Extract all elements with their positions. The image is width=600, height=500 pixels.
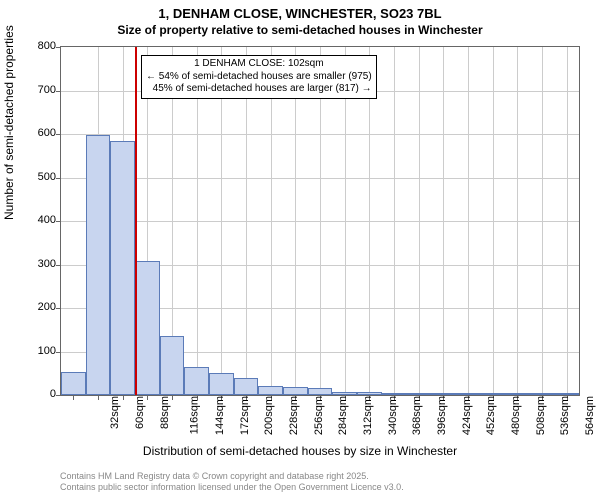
histogram-bar xyxy=(234,378,259,395)
histogram-bar xyxy=(86,135,111,395)
y-tick-label: 300 xyxy=(16,258,56,270)
x-tick-label: 536sqm xyxy=(559,396,571,435)
chart-subtitle: Size of property relative to semi-detach… xyxy=(0,21,600,41)
x-tick-label: 452sqm xyxy=(485,396,497,435)
property-marker-line xyxy=(135,47,137,395)
x-tick-label: 200sqm xyxy=(263,396,275,435)
histogram-bar xyxy=(308,388,333,395)
histogram-bar xyxy=(456,393,481,395)
y-axis-label: Number of semi-detached properties xyxy=(2,25,16,220)
annotation-box: 1 DENHAM CLOSE: 102sqm← 54% of semi-deta… xyxy=(141,55,377,99)
histogram-bar xyxy=(357,392,382,395)
x-tick-label: 172sqm xyxy=(239,396,251,435)
footnote-line-2: Contains public sector information licen… xyxy=(60,482,404,492)
x-tick-label: 116sqm xyxy=(189,396,201,434)
x-tick-label: 228sqm xyxy=(288,396,300,435)
x-tick-label: 396sqm xyxy=(436,396,448,435)
histogram-bar xyxy=(431,393,456,395)
x-tick-label: 508sqm xyxy=(535,396,547,435)
chart-container: 1, DENHAM CLOSE, WINCHESTER, SO23 7BL Si… xyxy=(0,0,600,500)
histogram-bar xyxy=(554,393,579,395)
x-tick-label: 368sqm xyxy=(411,396,423,435)
footnote: Contains HM Land Registry data © Crown c… xyxy=(60,471,404,494)
y-tick-label: 800 xyxy=(16,40,56,52)
annotation-line-3: 45% of semi-detached houses are larger (… xyxy=(146,83,372,96)
x-tick-label: 564sqm xyxy=(584,396,596,435)
histogram-bar xyxy=(480,393,505,395)
x-tick-label: 32sqm xyxy=(109,396,121,429)
histogram-bar xyxy=(283,387,308,395)
annotation-line-1: 1 DENHAM CLOSE: 102sqm xyxy=(146,58,372,71)
x-tick-label: 480sqm xyxy=(510,396,522,435)
y-tick-label: 400 xyxy=(16,214,56,226)
x-axis-label: Distribution of semi-detached houses by … xyxy=(0,444,600,458)
histogram-bar xyxy=(258,386,283,395)
histogram-bar xyxy=(530,393,555,395)
histogram-bar xyxy=(505,393,530,395)
y-tick-label: 600 xyxy=(16,127,56,139)
footnote-line-1: Contains HM Land Registry data © Crown c… xyxy=(60,471,369,481)
histogram-bar xyxy=(61,372,86,395)
histogram-bar xyxy=(209,373,234,395)
y-tick-label: 0 xyxy=(16,388,56,400)
y-tick-label: 100 xyxy=(16,345,56,357)
x-tick-label: 88sqm xyxy=(159,396,171,429)
annotation-line-2: ← 54% of semi-detached houses are smalle… xyxy=(146,71,372,84)
histogram-bar xyxy=(382,393,407,395)
x-tick-label: 60sqm xyxy=(134,396,146,429)
x-tick-label: 284sqm xyxy=(337,396,349,435)
plot-area: 1 DENHAM CLOSE: 102sqm← 54% of semi-deta… xyxy=(60,46,580,396)
x-tick-label: 256sqm xyxy=(313,396,325,435)
histogram-bar xyxy=(135,261,160,395)
x-tick-label: 424sqm xyxy=(461,396,473,435)
histogram-bar xyxy=(110,141,135,395)
chart-title: 1, DENHAM CLOSE, WINCHESTER, SO23 7BL xyxy=(0,0,600,21)
y-tick-label: 700 xyxy=(16,84,56,96)
x-tick-label: 312sqm xyxy=(362,396,374,435)
histogram-bar xyxy=(332,392,357,395)
histogram-bar xyxy=(406,393,431,395)
histogram-bar xyxy=(184,367,209,395)
histogram-bar xyxy=(160,336,185,395)
y-tick-label: 500 xyxy=(16,171,56,183)
y-tick-label: 200 xyxy=(16,301,56,313)
x-tick-label: 144sqm xyxy=(214,396,226,435)
x-tick-label: 340sqm xyxy=(387,396,399,435)
